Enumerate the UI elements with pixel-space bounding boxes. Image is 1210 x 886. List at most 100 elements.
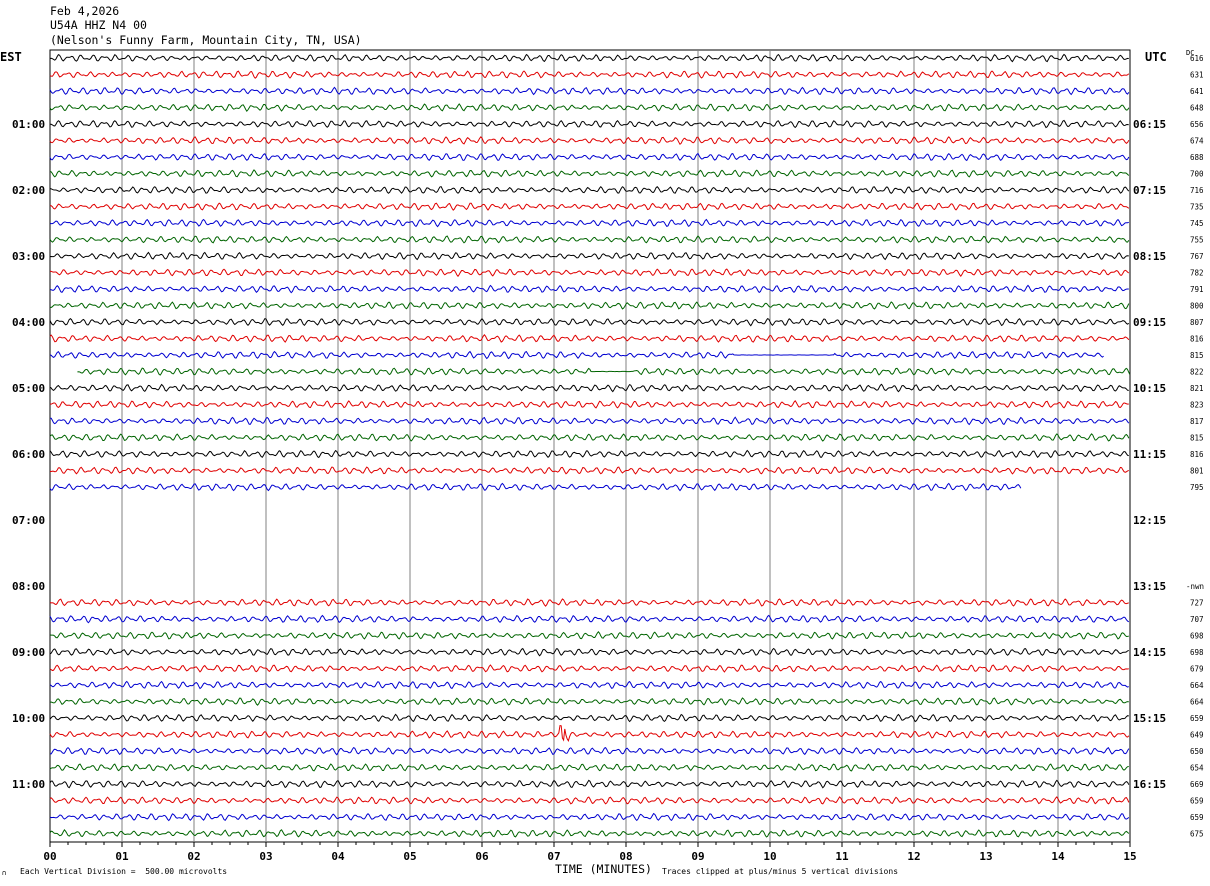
- dc-offset-label: 631: [1190, 71, 1204, 80]
- seismic-trace: [49, 664, 1129, 673]
- seismic-trace: [49, 416, 1130, 426]
- dc-offset-label: 679: [1190, 665, 1204, 674]
- local-timezone-label: EST: [0, 50, 22, 64]
- seismic-trace: [49, 334, 1130, 343]
- x-tick-label: 10: [763, 850, 776, 863]
- dc-offset-label: 745: [1190, 219, 1204, 228]
- est-hour-label: 05:00: [12, 382, 45, 395]
- seismic-trace: [49, 746, 1130, 756]
- x-tick-label: 14: [1051, 850, 1065, 863]
- dc-offset-label: 823: [1190, 401, 1204, 410]
- dc-offset-label: 698: [1190, 632, 1204, 641]
- seismic-trace: [49, 301, 1130, 310]
- utc-hour-label: 07:15: [1133, 184, 1166, 197]
- utc-hour-label: 13:15: [1133, 580, 1166, 593]
- est-hour-label: 01:00: [12, 118, 45, 131]
- x-tick-label: 15: [1123, 850, 1136, 863]
- dc-offset-label: 700: [1190, 170, 1204, 179]
- utc-hour-label: 09:15: [1133, 316, 1166, 329]
- utc-hour-label: 10:15: [1133, 382, 1166, 395]
- station-label: U54A HHZ N4 00: [50, 18, 147, 32]
- seismic-trace: [49, 268, 1130, 278]
- dc-column-label: DC: [1186, 49, 1195, 57]
- seismic-trace: [49, 631, 1129, 640]
- seismic-trace: [49, 119, 1129, 129]
- seismic-trace: [49, 185, 1130, 195]
- dc-offset-label: 616: [1190, 54, 1204, 63]
- dc-offset-label: 664: [1190, 681, 1204, 690]
- dc-offset-label: 650: [1190, 747, 1204, 756]
- seismic-trace: [49, 779, 1130, 789]
- seismic-trace: [49, 697, 1129, 706]
- x-tick-label: 01: [115, 850, 129, 863]
- est-hour-label: 02:00: [12, 184, 45, 197]
- dc-offset-label: 822: [1190, 368, 1204, 377]
- seismic-trace: [49, 152, 1130, 162]
- seismic-trace: [49, 812, 1130, 822]
- seismic-trace: [49, 86, 1130, 96]
- dc-offset-label: 800: [1190, 302, 1204, 311]
- est-hour-label: 06:00: [12, 448, 45, 461]
- utc-hour-label: 06:15: [1133, 118, 1166, 131]
- seismic-trace: [49, 169, 1130, 178]
- dc-offset-label: 801: [1190, 467, 1204, 476]
- dc-offset-label: 782: [1190, 269, 1204, 278]
- dc-offset-label: 755: [1190, 236, 1204, 245]
- dc-offset-label: 688: [1190, 153, 1204, 162]
- gap-marker-label: -nwn: [1186, 582, 1204, 591]
- dc-offset-label: 659: [1190, 797, 1204, 806]
- x-tick-label: 04: [331, 850, 345, 863]
- dc-offset-label: 675: [1190, 830, 1204, 839]
- seismic-trace: [49, 796, 1130, 805]
- utc-hour-label: 11:15: [1133, 448, 1166, 461]
- seismic-trace: [49, 763, 1129, 772]
- dc-offset-label: 727: [1190, 599, 1204, 608]
- dc-offset-label: 648: [1190, 104, 1204, 113]
- dc-offset-label: 816: [1190, 335, 1204, 344]
- seismic-trace: [49, 400, 1129, 409]
- dc-offset-label: 707: [1190, 615, 1204, 624]
- dc-offset-label: 654: [1190, 764, 1204, 773]
- dc-offset-label: 816: [1190, 450, 1204, 459]
- seismic-trace: [49, 614, 1130, 624]
- corner-mark: ∩: [2, 869, 7, 877]
- seismic-trace: [49, 383, 1129, 393]
- seismic-trace: [49, 70, 1130, 79]
- seismic-trace: [49, 235, 1130, 244]
- est-hour-label: 10:00: [12, 712, 45, 725]
- dc-offset-label: 795: [1190, 483, 1204, 492]
- utc-hour-label: 12:15: [1133, 514, 1166, 527]
- x-tick-label: 02: [187, 850, 200, 863]
- seismic-trace: [49, 598, 1129, 607]
- utc-timezone-label: UTC: [1145, 50, 1167, 64]
- dc-offset-label: 641: [1190, 87, 1204, 96]
- seismic-trace: [49, 53, 1129, 63]
- x-tick-label: 08: [619, 850, 632, 863]
- seismic-trace: [49, 284, 1129, 294]
- seismic-trace: [49, 724, 1130, 742]
- seismic-trace: [49, 482, 1022, 492]
- x-tick-label: 05: [403, 850, 416, 863]
- seismic-trace: [49, 103, 1130, 112]
- est-hour-label: 03:00: [12, 250, 45, 263]
- x-tick-label: 11: [835, 850, 849, 863]
- location-label: (Nelson's Funny Farm, Mountain City, TN,…: [50, 33, 362, 47]
- dc-offset-label: 664: [1190, 698, 1204, 707]
- est-hour-label: 08:00: [12, 580, 45, 593]
- dc-offset-label: 791: [1190, 285, 1204, 294]
- seismic-trace: [49, 466, 1129, 475]
- dc-offset-label: 649: [1190, 731, 1204, 740]
- seismic-trace: [49, 202, 1130, 211]
- seismic-trace: [49, 829, 1130, 838]
- utc-hour-label: 16:15: [1133, 778, 1166, 791]
- x-tick-label: 12: [907, 850, 920, 863]
- x-tick-label: 00: [43, 850, 56, 863]
- date-label: Feb 4,2026: [50, 4, 120, 18]
- x-tick-label: 09: [691, 850, 704, 863]
- dc-offset-label: 659: [1190, 714, 1204, 723]
- x-tick-label: 03: [259, 850, 272, 863]
- utc-hour-label: 14:15: [1133, 646, 1166, 659]
- x-tick-label: 13: [979, 850, 992, 863]
- dc-offset-label: 735: [1190, 203, 1204, 212]
